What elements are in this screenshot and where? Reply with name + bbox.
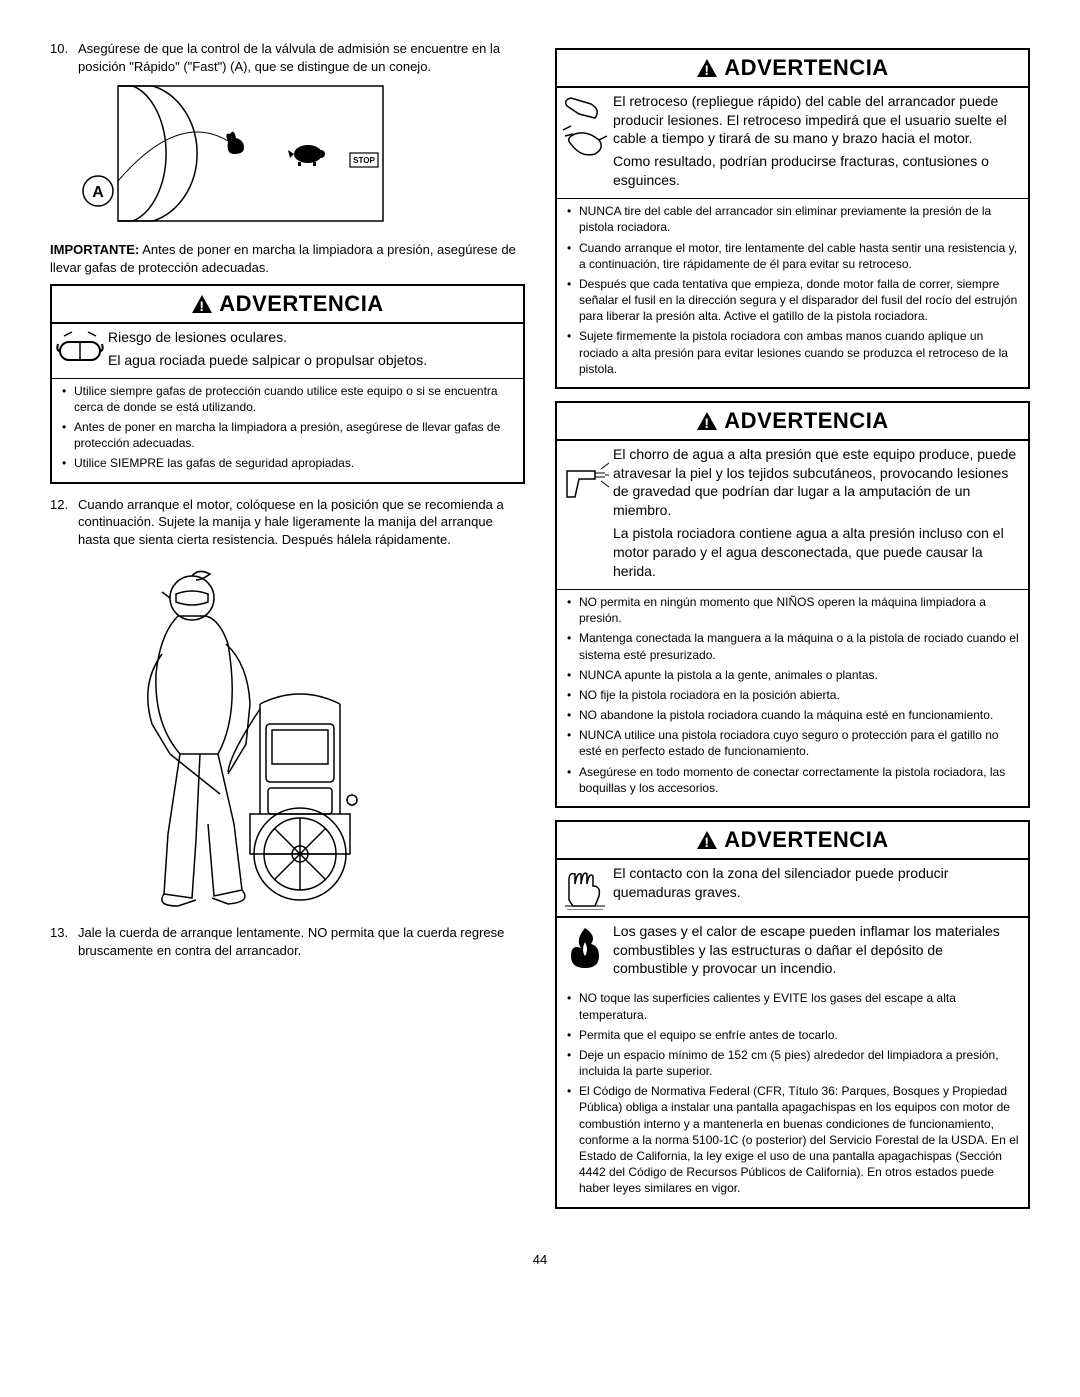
warning-box-1: ! ADVERTENCIA Riesgo de lesiones oculares… (50, 284, 525, 483)
warning-text: El chorro de agua a alta presión que est… (613, 441, 1028, 589)
warning-main-fire: Los gases y el calor de escape pueden in… (557, 917, 1028, 987)
bullet-item: Después que cada tentativa que empieza, … (565, 276, 1020, 325)
warning-title: ADVERTENCIA (724, 55, 888, 80)
step-12: 12. Cuando arranque el motor, colóquese … (50, 496, 525, 549)
bullet-item: Mantenga conectada la manguera a la máqu… (565, 630, 1020, 662)
svg-text:!: ! (705, 62, 710, 78)
warning-header: ! ADVERTENCIA (557, 822, 1028, 860)
warning-line: Como resultado, podrían producirse fract… (613, 152, 1020, 190)
fire-icon (557, 918, 613, 987)
importante-label: IMPORTANTE: (50, 242, 139, 257)
step-13: 13. Jale la cuerda de arranque lentament… (50, 924, 525, 959)
step-10: 10. Asegúrese de que la control de la vá… (50, 40, 525, 75)
warning-text: Riesgo de lesiones oculares. El agua roc… (108, 324, 523, 378)
left-column: 10. Asegúrese de que la control de la vá… (50, 40, 525, 1221)
warning-line: Los gases y el calor de escape pueden in… (613, 922, 1020, 979)
figure-person (50, 554, 525, 914)
bullet-item: Utilice siempre gafas de protección cuan… (60, 383, 515, 415)
warning-header: ! ADVERTENCIA (52, 286, 523, 324)
spray-gun-icon (557, 441, 613, 589)
page-number: 44 (50, 1251, 1030, 1269)
warning-bullets: Utilice siempre gafas de protección cuan… (52, 379, 523, 482)
warning-bullets: NUNCA tire del cable del arrancador sin … (557, 199, 1028, 387)
bullet-item: NO toque las superficies calientes y EVI… (565, 990, 1020, 1022)
bullet-item: Utilice SIEMPRE las gafas de seguridad a… (60, 455, 515, 471)
warning-text: Los gases y el calor de escape pueden in… (613, 918, 1028, 987)
bullet-item: Deje un espacio mínimo de 152 cm (5 pies… (565, 1047, 1020, 1079)
step-number: 10. (50, 40, 78, 75)
warning-bullets: NO toque las superficies calientes y EVI… (557, 986, 1028, 1206)
kickback-hand-icon (557, 88, 613, 198)
bullet-item: Antes de poner en marcha la limpiadora a… (60, 419, 515, 451)
bullet-item: El Código de Normativa Federal (CFR, Tít… (565, 1083, 1020, 1196)
warning-triangle-icon: ! (696, 58, 718, 78)
warning-line: El chorro de agua a alta presión que est… (613, 445, 1020, 521)
stop-label: STOP (353, 156, 375, 165)
warning-box-4: ! ADVERTENCIA El contacto con la zona del… (555, 820, 1030, 1209)
bullet-item: Cuando arranque el motor, tire lentament… (565, 240, 1020, 272)
bullet-item: Permita que el equipo se enfríe antes de… (565, 1027, 1020, 1043)
step-text: Asegúrese de que la control de la válvul… (78, 40, 525, 75)
importante-note: IMPORTANTE: Antes de poner en marcha la … (50, 241, 525, 276)
bullet-item: NO abandone la pistola rociadora cuando … (565, 707, 1020, 723)
bullet-item: NO fije la pistola rociadora en la posic… (565, 687, 1020, 703)
warning-text: El contacto con la zona del silenciador … (613, 860, 1028, 916)
warning-text: El retroceso (repliegue rápido) del cabl… (613, 88, 1028, 198)
warning-title: ADVERTENCIA (219, 291, 383, 316)
step-number: 13. (50, 924, 78, 959)
svg-text:!: ! (200, 298, 205, 314)
warning-box-3: ! ADVERTENCIA El chorro de agua a alta pr… (555, 401, 1030, 808)
warning-header: ! ADVERTENCIA (557, 50, 1028, 88)
figure-throttle: STOP A (50, 81, 525, 231)
bullet-item: NUNCA utilice una pistola rociadora cuyo… (565, 727, 1020, 759)
goggles-icon (52, 324, 108, 378)
step-text: Jale la cuerda de arranque lentamente. N… (78, 924, 525, 959)
warning-line: La pistola rociadora contiene agua a alt… (613, 524, 1020, 581)
warning-title: ADVERTENCIA (724, 827, 888, 852)
bullet-item: Asegúrese en todo momento de conectar co… (565, 764, 1020, 796)
page-content: 10. Asegúrese de que la control de la vá… (50, 40, 1030, 1221)
bullet-item: NO permita en ningún momento que NIÑOS o… (565, 594, 1020, 626)
step-number: 12. (50, 496, 78, 549)
warning-line: El contacto con la zona del silenciador … (613, 864, 1020, 902)
warning-triangle-icon: ! (696, 411, 718, 431)
warning-line: El retroceso (repliegue rápido) del cabl… (613, 92, 1020, 149)
warning-main-burn: El contacto con la zona del silenciador … (557, 860, 1028, 917)
burn-hand-icon (557, 860, 613, 916)
step-text: Cuando arranque el motor, colóquese en l… (78, 496, 525, 549)
warning-bullets: NO permita en ningún momento que NIÑOS o… (557, 590, 1028, 806)
callout-a: A (92, 184, 104, 201)
bullet-item: NUNCA tire del cable del arrancador sin … (565, 203, 1020, 235)
warning-main: Riesgo de lesiones oculares. El agua roc… (52, 324, 523, 379)
warning-main: El retroceso (repliegue rápido) del cabl… (557, 88, 1028, 199)
warning-box-2: ! ADVERTENCIA El retroceso (repliegue ráp… (555, 48, 1030, 389)
warning-line: Riesgo de lesiones oculares. (108, 328, 515, 347)
svg-text:!: ! (705, 415, 710, 431)
svg-text:!: ! (705, 834, 710, 850)
warning-triangle-icon: ! (696, 830, 718, 850)
warning-header: ! ADVERTENCIA (557, 403, 1028, 441)
warning-line: El agua rociada puede salpicar o propuls… (108, 351, 515, 370)
warning-title: ADVERTENCIA (724, 408, 888, 433)
warning-main: El chorro de agua a alta presión que est… (557, 441, 1028, 590)
bullet-item: Sujete firmemente la pistola rociadora c… (565, 328, 1020, 377)
warning-triangle-icon: ! (191, 294, 213, 314)
right-column: ! ADVERTENCIA El retroceso (repliegue ráp… (555, 40, 1030, 1221)
bullet-item: NUNCA apunte la pistola a la gente, anim… (565, 667, 1020, 683)
